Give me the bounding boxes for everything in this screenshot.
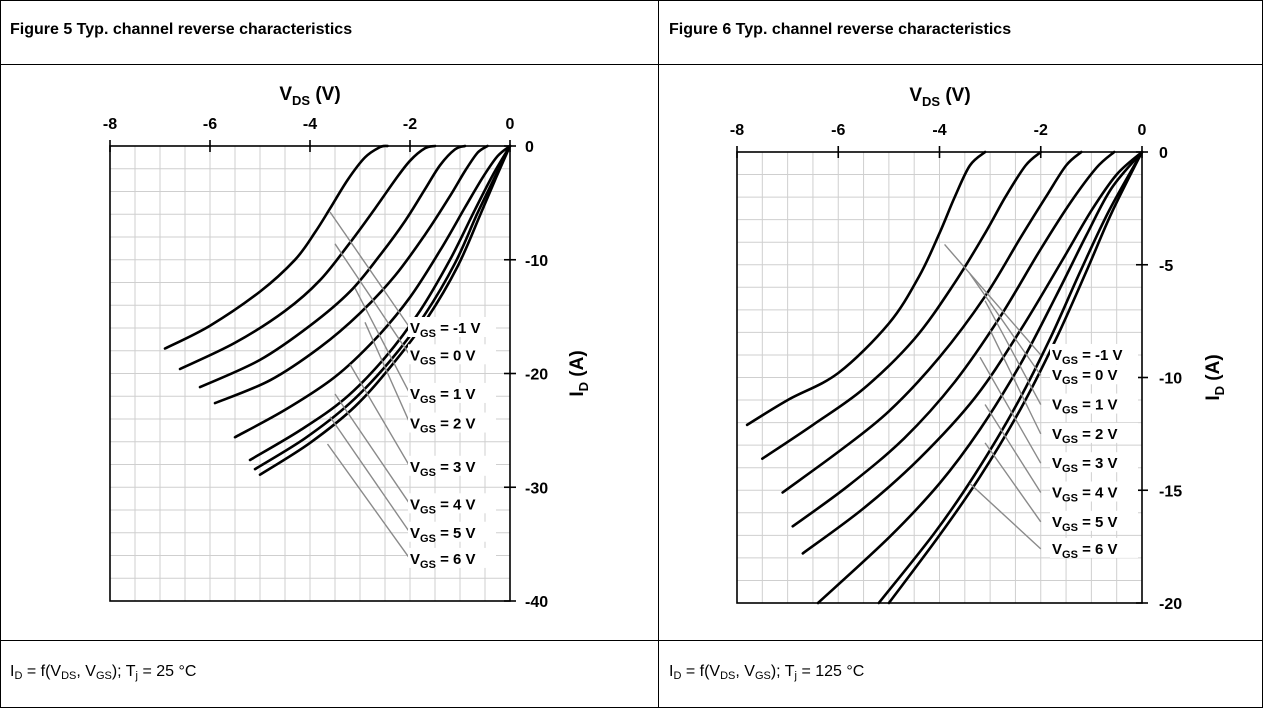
series-curve-vgs-4 <box>233 144 512 439</box>
y-tick-label: -15 <box>1159 483 1182 500</box>
series-label-bg <box>1050 452 1138 473</box>
series-label: VGS = 4 V <box>1052 485 1118 505</box>
series-curve-vgs-1 <box>178 144 437 371</box>
leader-line <box>984 300 1042 405</box>
series-curve-vgs-5 <box>816 150 1144 605</box>
y-tick-label: 0 <box>525 139 534 156</box>
series-label: VGS = 0 V <box>1052 367 1118 387</box>
series-label-bg <box>1050 364 1138 385</box>
panel-footer-fig6: ID = f(VDS, VGS); Tj = 125 °C <box>669 663 865 682</box>
x-tick-label: 0 <box>506 116 515 133</box>
panel-footer-fig5: ID = f(VDS, VGS); Tj = 25 °C <box>10 663 197 682</box>
leader-line <box>364 322 411 424</box>
leader-line <box>326 443 411 560</box>
series-label-bg <box>1050 481 1138 502</box>
series-curve-vgs-4 <box>801 150 1144 555</box>
y-tick-label: -10 <box>525 253 548 270</box>
series-label: VGS = 4 V <box>410 496 476 516</box>
series-curve-vgs-1 <box>761 150 1043 460</box>
series-label-bg <box>1050 510 1138 531</box>
x-tick-label: -2 <box>403 116 417 133</box>
series-label-bg <box>1050 537 1138 558</box>
series-curve-vgs-2 <box>198 144 467 389</box>
leader-line <box>969 482 1042 550</box>
series-label: VGS = 6 V <box>410 551 476 571</box>
leader-line <box>984 442 1042 523</box>
series-label: VGS = 5 V <box>410 525 476 545</box>
series-curve-vgs-6 <box>253 144 512 471</box>
series-curve-vgs-3 <box>213 144 489 405</box>
y-tick-label: -5 <box>1159 258 1173 275</box>
panel-title-fig6: Figure 6 Typ. channel reverse characteri… <box>669 21 1012 38</box>
leader-line <box>334 393 411 505</box>
leader-line <box>354 287 411 395</box>
series-curve-vgs-0 <box>163 144 389 350</box>
y-axis-label: ID (A) <box>1203 354 1227 400</box>
y-tick-label: 0 <box>1159 145 1168 162</box>
x-tick-label: -8 <box>103 116 117 133</box>
series-label-bg <box>408 547 496 568</box>
y-tick-label: -30 <box>525 480 548 497</box>
series-label: VGS = 3 V <box>1052 455 1118 475</box>
series-curve-vgs-3 <box>791 150 1116 528</box>
leader-line <box>989 329 1042 435</box>
series-label: VGS = -1 V <box>1052 347 1123 367</box>
series-label-bg <box>408 412 496 433</box>
leader-line <box>349 364 411 468</box>
series-label: VGS = -1 V <box>410 320 481 340</box>
series-label: VGS = 6 V <box>1052 541 1118 561</box>
series-label-bg <box>1050 343 1138 364</box>
x-tick-label: 0 <box>1138 122 1147 139</box>
series-label-bg <box>408 493 496 514</box>
series-label: VGS = 1 V <box>410 386 476 406</box>
x-tick-label: -6 <box>831 122 845 139</box>
x-tick-label: -8 <box>730 122 744 139</box>
series-label: VGS = 5 V <box>1052 514 1118 534</box>
series-label-bg <box>408 521 496 542</box>
series-curve-vgs-6 <box>877 150 1144 605</box>
leader-line <box>969 273 1042 376</box>
x-tick-label: -2 <box>1034 122 1048 139</box>
x-axis-label: VDS (V) <box>909 85 970 109</box>
y-tick-label: -20 <box>525 367 548 384</box>
y-tick-label: -20 <box>1159 596 1182 613</box>
series-curve-vgs-5 <box>248 144 512 462</box>
series-curve-vgs-7 <box>887 150 1144 605</box>
series-curve-vgs-2 <box>781 150 1083 494</box>
leader-line <box>329 416 411 534</box>
leader-line <box>329 211 411 329</box>
grid-lines <box>110 146 510 601</box>
series-label: VGS = 1 V <box>1052 397 1118 417</box>
leader-line <box>984 404 1042 493</box>
series-label-bg <box>1050 393 1138 414</box>
leader-line <box>979 356 1042 464</box>
x-tick-label: -4 <box>303 116 317 133</box>
y-tick-label: -40 <box>525 594 548 611</box>
series-label-bg <box>408 455 496 476</box>
leader-line <box>944 243 1042 356</box>
x-tick-label: -4 <box>932 122 946 139</box>
series-label: VGS = 0 V <box>410 347 476 367</box>
series-label: VGS = 3 V <box>410 459 476 479</box>
leader-line <box>334 243 411 356</box>
series-label-bg <box>408 344 496 365</box>
series-label-bg <box>408 317 496 337</box>
y-axis-label: ID (A) <box>567 350 591 396</box>
series-curve-vgs-0 <box>745 150 987 427</box>
x-axis-label: VDS (V) <box>279 84 340 108</box>
y-tick-label: -10 <box>1159 371 1182 388</box>
series-label-bg <box>408 382 496 403</box>
series-label: VGS = 2 V <box>1052 426 1118 446</box>
series-label: VGS = 2 V <box>410 416 476 436</box>
x-tick-label: -6 <box>203 116 217 133</box>
series-label-bg <box>1050 422 1138 443</box>
panel-title-fig5: Figure 5 Typ. channel reverse characteri… <box>10 21 353 38</box>
